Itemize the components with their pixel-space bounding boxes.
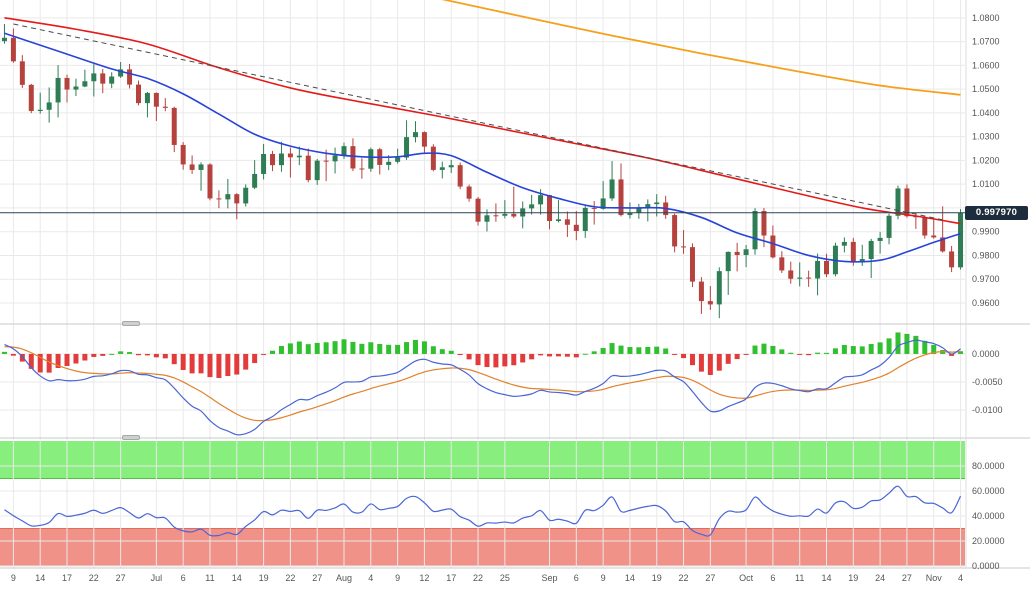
- y-tick-label: 1.0300: [972, 132, 1000, 142]
- y-tick-label: 40.0000: [972, 511, 1005, 521]
- date-axis-labels: 9 14 17 22 27 Jul 6 11 14 19 22 27 Aug 4 9 12 17 22 25 Sep 6…: [11, 573, 963, 583]
- y-tick-label: 0.9900: [972, 227, 1000, 237]
- x-tick-label: 22: [89, 573, 99, 583]
- x-tick-label: 4: [958, 573, 963, 583]
- x-tick-label: Sep: [542, 573, 558, 583]
- macd-signal-line: [4, 346, 961, 422]
- y-tick-label: 1.0400: [972, 108, 1000, 118]
- x-tick-label: 11: [795, 573, 804, 583]
- x-tick-label: 17: [62, 573, 72, 583]
- x-tick-label: 6: [574, 573, 579, 583]
- last-price-text: 0.997970: [975, 206, 1018, 218]
- blue-moving-average: [4, 32, 961, 263]
- macd-histogram: [1, 332, 964, 378]
- x-tick-label: 12: [419, 573, 429, 583]
- rsi-oversold-band: [0, 528, 965, 566]
- x-tick-label: 9: [601, 573, 606, 583]
- x-tick-label: 27: [312, 573, 322, 583]
- x-tick-label: 9: [395, 573, 400, 583]
- macd-panel-resize-handle-icon[interactable]: [122, 321, 140, 326]
- y-tick-label: 1.0500: [972, 84, 1000, 94]
- x-tick-label: 4: [368, 573, 373, 583]
- x-tick-label: 14: [232, 573, 242, 583]
- y-tick-label: 0.9800: [972, 250, 1000, 260]
- x-tick-label: 17: [446, 573, 456, 583]
- y-tick-label: 1.0700: [972, 37, 1000, 47]
- x-tick-label: 6: [770, 573, 775, 583]
- candlestick-series: [1, 24, 964, 319]
- y-tick-label: 0.9700: [972, 274, 1000, 284]
- price-axis-labels: 1.0800 1.0700 1.0600 1.0500 1.0400 1.0300 1.02…: [972, 13, 1000, 308]
- gridlines: [0, 0, 965, 568]
- x-tick-label: 6: [181, 573, 186, 583]
- panel-dividers: [0, 0, 1030, 569]
- rsi-line: [4, 485, 962, 537]
- y-tick-label: 1.0800: [972, 13, 1000, 23]
- x-tick-label: 14: [821, 573, 831, 583]
- macd-axis-labels: 0.0000 -0.0050 -0.0100: [972, 349, 1003, 415]
- rsi-overbought-band: [0, 441, 965, 479]
- x-tick-label: 14: [625, 573, 635, 583]
- y-tick-label: 1.0600: [972, 60, 1000, 70]
- rsi-axis-labels: 80.0000 60.0000 40.0000 20.0000 0.0000: [972, 461, 1005, 571]
- x-tick-label: Nov: [926, 573, 943, 583]
- x-tick-label: 14: [35, 573, 45, 583]
- rsi-bands: [0, 441, 965, 566]
- x-tick-label: 19: [652, 573, 662, 583]
- y-tick-label: 1.0200: [972, 155, 1000, 165]
- x-tick-label: Jul: [151, 573, 163, 583]
- x-tick-label: 24: [875, 573, 885, 583]
- macd-line: [4, 339, 961, 436]
- x-tick-label: Oct: [739, 573, 754, 583]
- x-tick-label: 27: [705, 573, 715, 583]
- x-tick-label: 25: [500, 573, 510, 583]
- y-tick-label: 1.0100: [972, 179, 1000, 189]
- x-tick-label: 19: [848, 573, 858, 583]
- last-price-badge: 0.997970: [965, 205, 1028, 220]
- x-tick-label: 9: [11, 573, 16, 583]
- y-tick-label: 0.0000: [972, 349, 1000, 359]
- y-tick-label: 0.9600: [972, 298, 1000, 308]
- y-tick-label: -0.0100: [972, 405, 1003, 415]
- y-tick-label: 20.0000: [972, 536, 1005, 546]
- y-tick-label: -0.0050: [972, 377, 1003, 387]
- x-tick-label: 27: [116, 573, 126, 583]
- y-tick-label: 0.0000: [972, 561, 1000, 571]
- x-tick-label: 22: [285, 573, 295, 583]
- y-tick-label: 60.0000: [972, 486, 1005, 496]
- x-tick-label: 11: [205, 573, 214, 583]
- x-tick-label: 19: [259, 573, 269, 583]
- x-tick-label: 22: [679, 573, 689, 583]
- orange-moving-average: [442, 0, 961, 96]
- y-tick-label: 80.0000: [972, 461, 1005, 471]
- x-tick-label: 27: [902, 573, 912, 583]
- red-moving-average: [4, 17, 961, 225]
- x-tick-label: 22: [473, 573, 483, 583]
- x-tick-label: Aug: [336, 573, 352, 583]
- rsi-panel-resize-handle-icon[interactable]: [122, 435, 140, 440]
